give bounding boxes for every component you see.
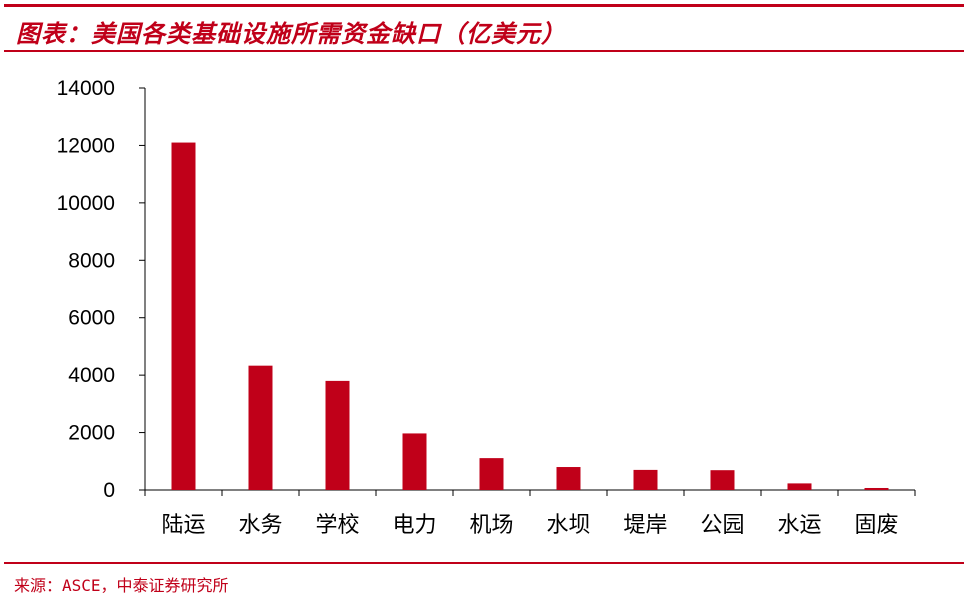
- x-axis: 陆运 水务 学校 电力 机场 水坝 堤岸 公园 水运 固废: [144, 489, 916, 538]
- y-tick-label: 6000: [68, 307, 115, 330]
- bar-3: [402, 433, 427, 490]
- x-category-label: 堤岸: [623, 513, 667, 538]
- bar-6: [633, 469, 658, 490]
- x-category-label: 水务: [238, 513, 282, 538]
- y-tick-label: 10000: [57, 192, 115, 215]
- title-bar: 图表：美国各类基础设施所需资金缺口（亿美元）: [4, 10, 964, 48]
- x-category-label: 陆运: [161, 513, 205, 538]
- bar-chart: 0 2000 4000 6000 8000 10000 12000 14000 陆运 水务 学校 电…: [57, 77, 916, 538]
- x-category-label: 电力: [392, 513, 436, 538]
- x-category-label: 学校: [315, 513, 359, 538]
- x-category-label: 固废: [854, 513, 898, 538]
- y-tick-label: 2000: [68, 422, 115, 445]
- bar-0: [171, 142, 196, 491]
- bar-1: [248, 365, 273, 490]
- bar-9: [864, 487, 889, 490]
- bar-2: [325, 380, 350, 490]
- top-rule: [4, 4, 964, 7]
- y-tick-label: 8000: [68, 249, 115, 272]
- bar-7: [710, 470, 735, 490]
- x-category-label: 公园: [700, 513, 744, 538]
- y-tick-label: 12000: [57, 134, 115, 157]
- y-tick-label: 4000: [68, 364, 115, 387]
- bottom-rule: [4, 562, 964, 564]
- y-tick-label: 14000: [57, 77, 115, 100]
- y-axis: 0 2000 4000 6000 8000 10000 12000 14000: [57, 77, 146, 502]
- x-category-label: 机场: [469, 513, 513, 538]
- y-tick-label: 0: [103, 479, 115, 502]
- bars: [171, 142, 889, 491]
- bar-5: [556, 467, 581, 490]
- bar-4: [479, 458, 504, 490]
- source-note: 来源：ASCE，中泰证券研究所: [14, 576, 229, 595]
- x-category-label: 水运: [777, 513, 821, 538]
- bar-8: [787, 483, 812, 490]
- chart-title: 图表：美国各类基础设施所需资金缺口（亿美元）: [16, 19, 566, 48]
- title-underline: [4, 50, 964, 52]
- x-category-label: 水坝: [546, 513, 590, 538]
